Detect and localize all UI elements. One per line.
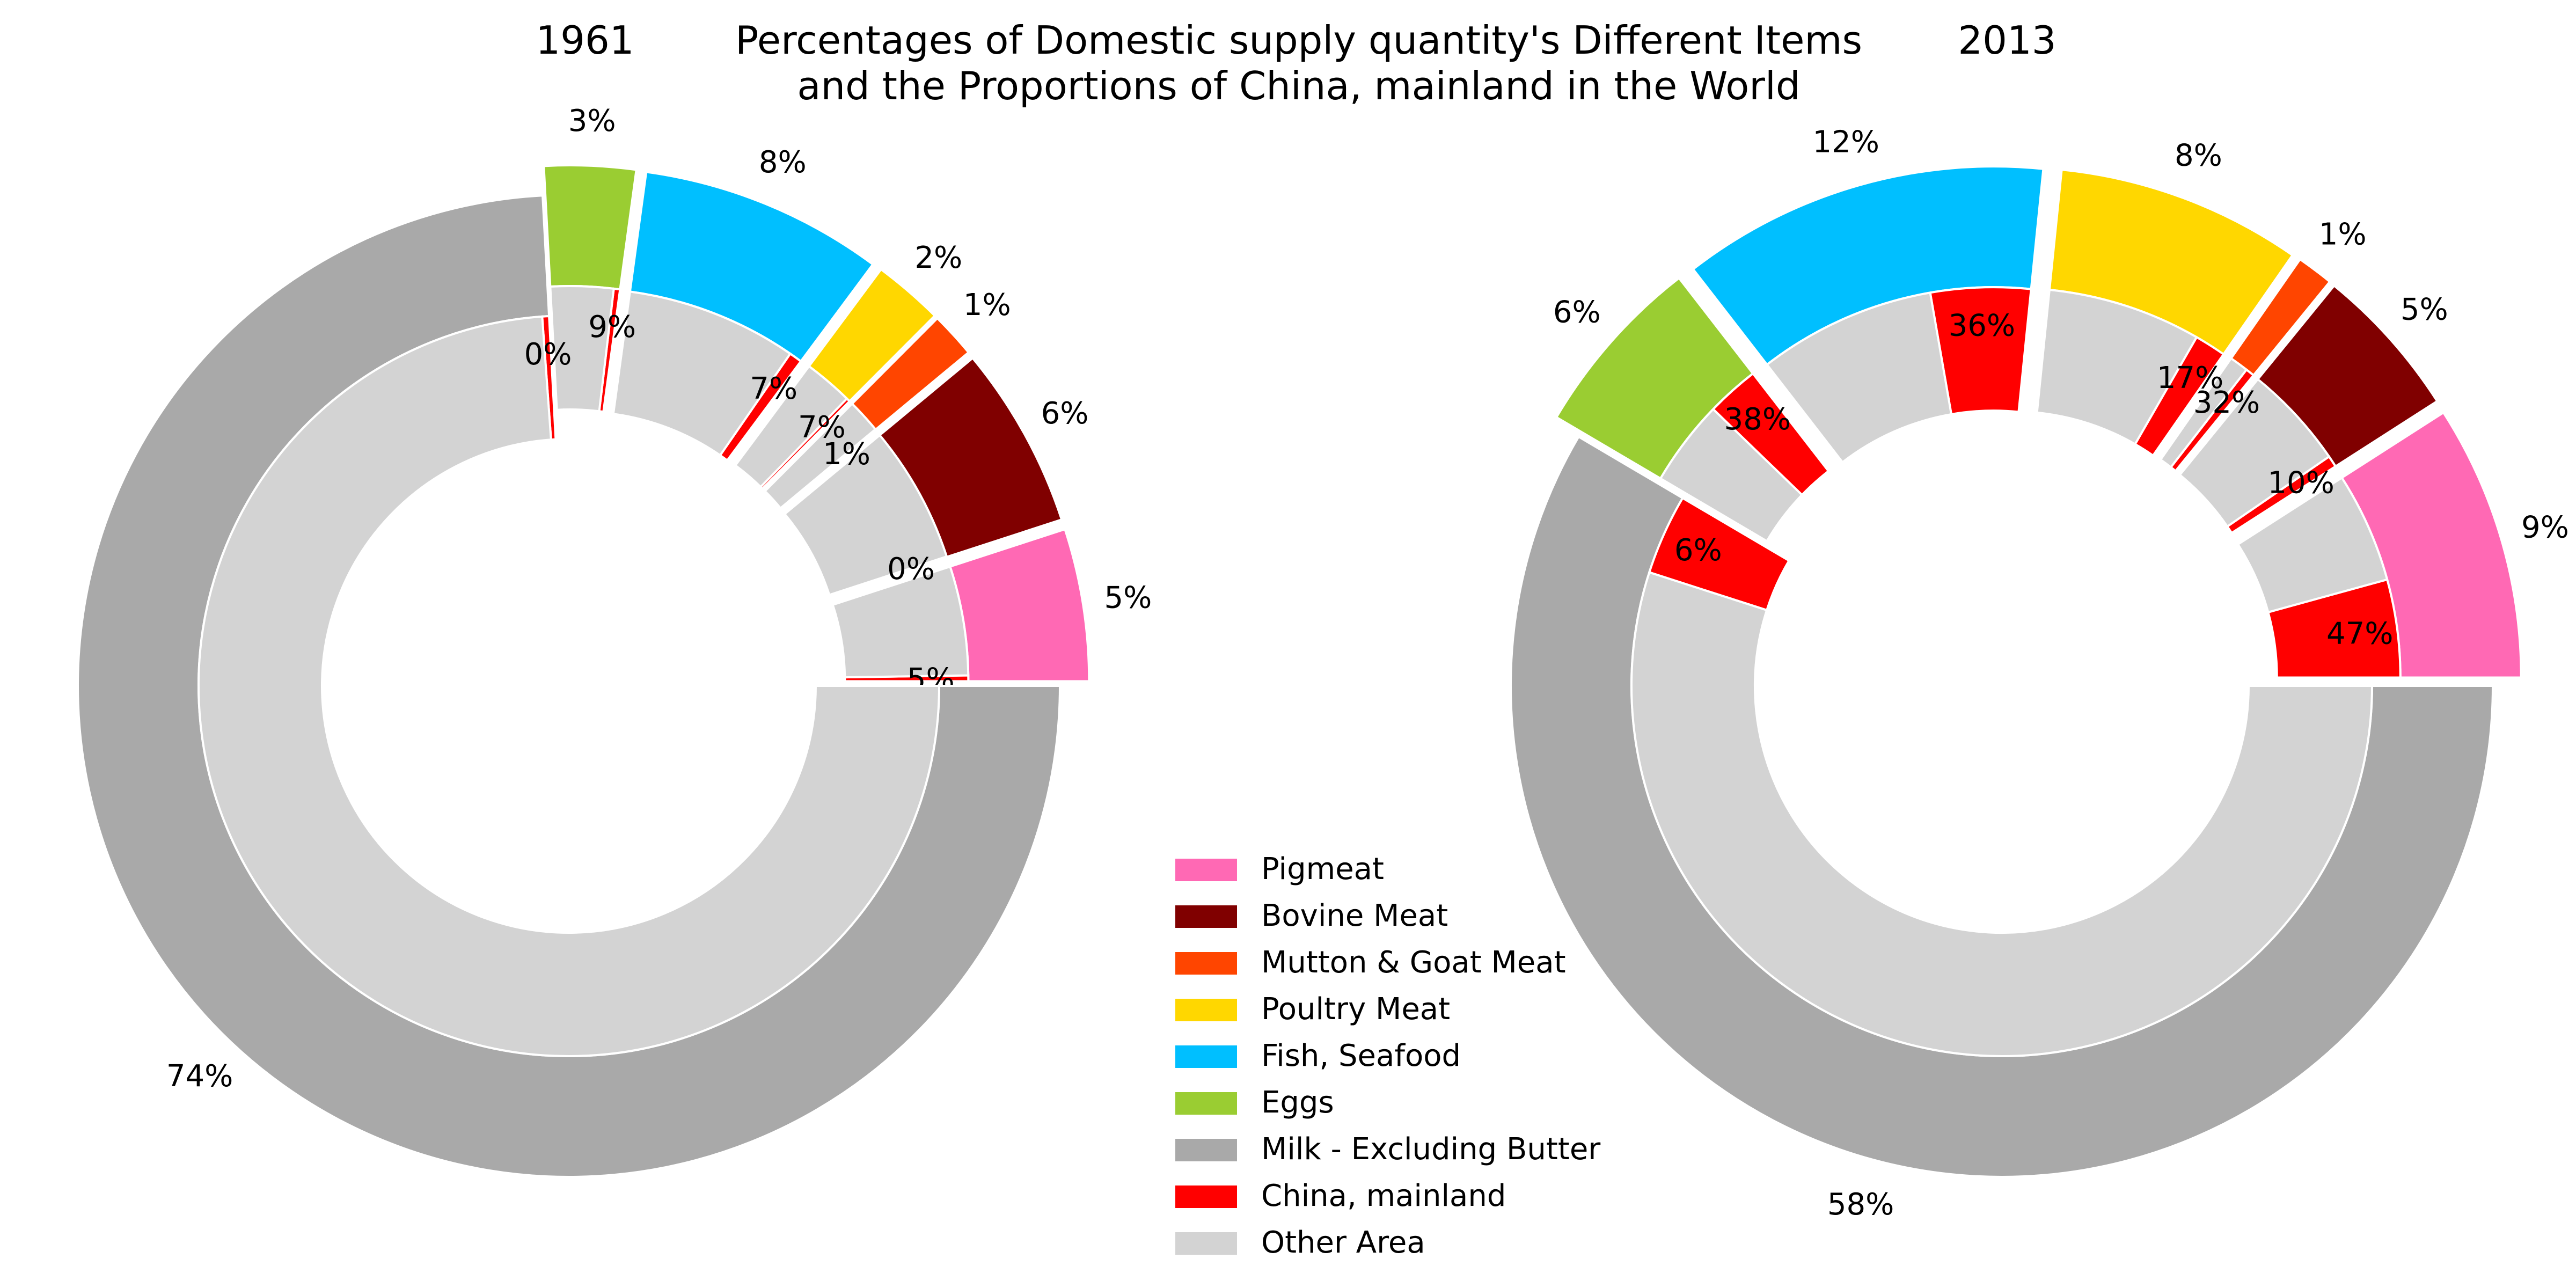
outer-label-mutton-goat-meat-1961: 1%: [963, 288, 1011, 323]
inner-label-bovine-meat-2013: 10%: [2267, 466, 2334, 501]
legend-label-milk-excluding-butter: Milk - Excluding Butter: [1261, 1132, 1601, 1167]
legend-swatch-china-mainland: [1175, 1185, 1237, 1208]
legend-swatch-poultry-meat: [1175, 999, 1237, 1021]
year-label-left: 1961: [536, 18, 634, 63]
inner-label-pigmeat-2013: 47%: [2326, 617, 2393, 652]
inner-slice-other-bovine-meat-1961: [783, 434, 948, 597]
inner-slice-other-mutton-goat-meat-2013: [2159, 356, 2248, 469]
inner-label-bovine-meat-1961: 0%: [887, 552, 935, 587]
legend-label-bovine-meat: Bovine Meat: [1261, 898, 1448, 933]
donut-chart-2013: 9% 47% 5% 10% 1% 32% 8% 17% 12% 36% 6% 38% 58% 6%: [1510, 125, 2569, 1222]
outer-label-mutton-goat-meat-2013: 1%: [2319, 217, 2367, 252]
inner-label-mutton-goat-meat-2013: 32%: [2193, 385, 2260, 420]
legend-label-eggs: Eggs: [1261, 1085, 1334, 1120]
inner-slice-other-pigmeat-1961: [831, 565, 970, 679]
legend: Pigmeat Bovine Meat Mutton & Goat Meat Poul…: [1175, 852, 1601, 1260]
outer-label-fish-seafood-1961: 8%: [759, 145, 807, 180]
inner-label-fish-seafood-2013: 36%: [1949, 309, 2015, 343]
inner-label-milk-excluding-butter-1961: 0%: [524, 337, 572, 372]
inner-label-fish-seafood-1961: 7%: [750, 371, 797, 406]
legend-swatch-eggs: [1175, 1092, 1237, 1115]
inner-slice-other-eggs-2013: [1659, 407, 1804, 543]
outer-label-milk-excluding-butter-1961: 74%: [166, 1059, 233, 1094]
legend-swatch-other-area: [1175, 1232, 1237, 1255]
legend-label-other-area: Other Area: [1261, 1225, 1425, 1260]
outer-label-fish-seafood-2013: 12%: [1813, 125, 1879, 160]
legend-label-pigmeat: Pigmeat: [1261, 852, 1384, 887]
year-label-right: 2013: [1958, 18, 2056, 63]
outer-slice-eggs-1961: [543, 164, 638, 291]
inner-slice-other-eggs-1961: [549, 285, 615, 413]
inner-label-eggs-1961: 9%: [588, 310, 636, 345]
inner-slice-other-bovine-meat-2013: [2178, 377, 2331, 528]
inner-slice-other-milk-excluding-butter-1961: [197, 315, 941, 1057]
outer-slice-pigmeat-1961: [948, 528, 1091, 683]
legend-swatch-bovine-meat: [1175, 905, 1237, 928]
donut-chart-1961: 5%5%6%0%1%1%2%7%8%7%3%9%74%0%: [77, 104, 1152, 1178]
chart-title-line-2: and the Proportions of China, mainland i…: [797, 63, 1800, 108]
legend-label-fish-seafood: Fish, Seafood: [1261, 1038, 1461, 1073]
inner-slice-other-fish-seafood-2013: [1765, 291, 1953, 464]
inner-slice-other-mutton-goat-meat-1961: [763, 402, 877, 510]
outer-label-eggs-1961: 3%: [568, 104, 616, 138]
outer-label-poultry-meat-2013: 8%: [2175, 138, 2222, 173]
inner-slice-other-poultry-meat-1961: [734, 364, 848, 489]
outer-label-milk-excluding-butter-2013: 58%: [1827, 1187, 1894, 1222]
outer-label-bovine-meat-2013: 5%: [2401, 292, 2448, 327]
inner-label-eggs-2013: 38%: [1724, 402, 1791, 437]
legend-swatch-pigmeat: [1175, 859, 1237, 881]
inner-slice-other-pigmeat-2013: [2236, 476, 2389, 614]
inner-label-poultry-meat-1961: 7%: [798, 410, 846, 445]
inner-slice-other-poultry-meat-2013: [2036, 288, 2198, 446]
inner-slice-other-fish-seafood-1961: [612, 290, 792, 457]
outer-label-pigmeat-2013: 9%: [2521, 510, 2569, 545]
legend-label-poultry-meat: Poultry Meat: [1261, 992, 1450, 1027]
inner-label-milk-excluding-butter-2013: 6%: [1674, 533, 1722, 568]
outer-label-eggs-2013: 6%: [1553, 295, 1601, 330]
legend-swatch-fish-seafood: [1175, 1045, 1237, 1068]
legend-swatch-milk-excluding-butter: [1175, 1139, 1237, 1161]
inner-label-mutton-goat-meat-1961: 1%: [823, 437, 870, 472]
inner-label-poultry-meat-2013: 17%: [2157, 361, 2223, 396]
legend-label-mutton-goat-meat: Mutton & Goat Meat: [1261, 945, 1566, 980]
legend-swatch-mutton-goat-meat: [1175, 952, 1237, 975]
legend-label-china-mainland: China, mainland: [1261, 1179, 1506, 1213]
outer-label-pigmeat-1961: 5%: [1104, 581, 1152, 616]
outer-label-bovine-meat-1961: 6%: [1041, 396, 1089, 431]
inner-slice-other-milk-excluding-butter-2013: [1630, 570, 2374, 1057]
chart-title-line-1: Percentages of Domestic supply quantity'…: [735, 18, 1862, 63]
outer-label-poultry-meat-1961: 2%: [914, 240, 962, 275]
